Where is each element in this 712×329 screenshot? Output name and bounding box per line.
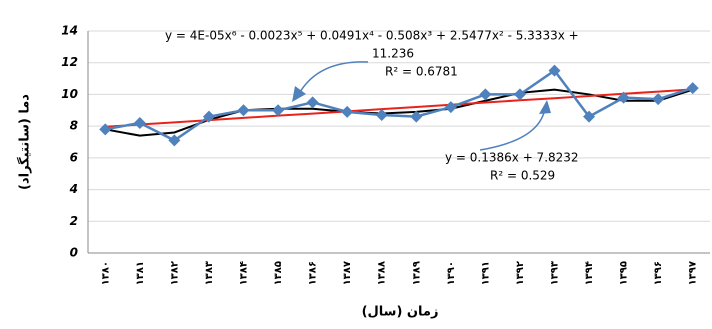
marker <box>99 123 112 136</box>
annotation: 11.236 <box>372 47 414 61</box>
marker <box>168 134 181 147</box>
series-line <box>105 68 694 142</box>
x-tick-label: ۱۳۸۹ <box>411 261 422 285</box>
marker <box>479 88 492 101</box>
x-tick-label: ۱۳۹۷ <box>688 261 699 285</box>
marker <box>444 101 457 114</box>
y-tick-label: 8 <box>70 119 78 133</box>
arrow <box>479 107 546 151</box>
marker <box>652 93 665 106</box>
x-tick-label: ۱۳۸۱ <box>135 261 146 285</box>
annotation: R² = 0.6781 <box>385 65 458 79</box>
x-tick-label: ۱۳۹۲ <box>515 261 526 285</box>
x-tick-label: ۱۳۹۳ <box>550 261 561 285</box>
arrow-head <box>539 100 551 114</box>
x-tick-label: ۱۳۸۵ <box>273 261 284 285</box>
y-axis-title: دما (سانتیگراد) <box>17 94 33 190</box>
marker <box>237 104 250 117</box>
annotation: y = 4E-05x⁶ - 0.0023x⁵ + 0.0491x⁴ - 0.50… <box>165 29 579 43</box>
y-tick-label: 12 <box>61 55 78 69</box>
y-tick-label: 10 <box>61 87 78 101</box>
x-tick-label: ۱۳۹۶ <box>653 261 664 285</box>
x-tick-label: ۱۳۸۰ <box>100 261 111 285</box>
marker <box>410 110 423 123</box>
marker <box>272 104 285 117</box>
x-tick-label: ۱۳۸۷ <box>342 261 353 285</box>
marker <box>306 96 319 109</box>
x-tick-label: ۱۳۸۳ <box>204 261 215 285</box>
x-tick-label: ۱۳۸۸ <box>377 261 388 285</box>
annotation: y = 0.1386x + 7.8232 <box>445 151 579 165</box>
y-tick-label: 14 <box>61 24 78 38</box>
x-tick-label: ۱۳۸۶ <box>308 261 319 285</box>
y-tick-label: 0 <box>70 246 78 260</box>
marker <box>548 64 561 77</box>
arrow-head <box>292 86 306 102</box>
x-tick-label: ۱۳۸۲ <box>169 261 180 285</box>
x-tick-label: ۱۳۸۴ <box>239 261 250 285</box>
marker <box>202 110 215 123</box>
x-axis-title: زمان (سال) <box>362 305 439 320</box>
marker <box>617 91 630 104</box>
marker <box>583 110 596 123</box>
marker <box>686 82 699 95</box>
x-tick-label: ۱۳۹۱ <box>480 261 491 285</box>
y-tick-label: 2 <box>70 214 78 228</box>
arrow <box>299 61 369 93</box>
plot-area: 0 2 4 6 8 10 12 14 ۱۳۸۰ ۱۳۸۱ ۱۳۸۲ ۱۳۸۳ ۱۳۸۴ ۱۳۸۵ ۱۳۸۶ ۱… <box>61 24 710 285</box>
x-tick-label: ۱۳۹۰ <box>446 261 457 285</box>
y-tick-label: 4 <box>69 182 78 196</box>
x-tick-label: ۱۳۹۴ <box>584 261 595 285</box>
annotation: R² = 0.529 <box>490 169 555 183</box>
marker <box>341 105 354 118</box>
marker <box>133 116 146 129</box>
x-tick-label: ۱۳۹۵ <box>619 261 630 285</box>
marker <box>375 109 388 122</box>
y-tick-label: 6 <box>70 150 78 164</box>
marker <box>513 88 526 101</box>
